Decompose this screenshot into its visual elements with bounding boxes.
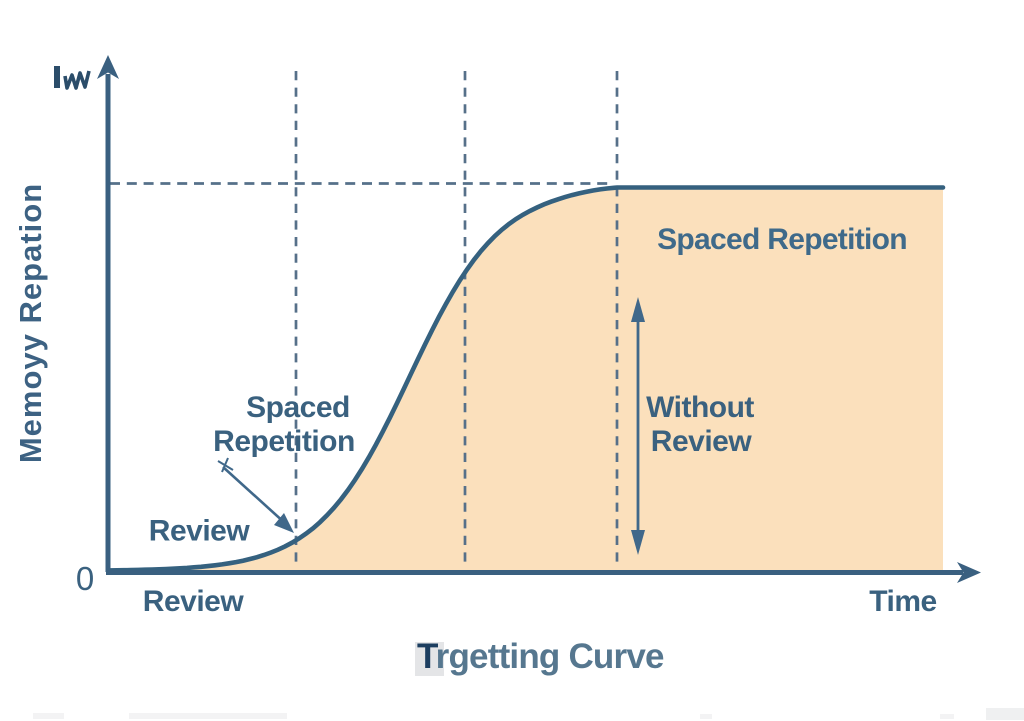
svg-text:Time: Time [869,585,936,618]
svg-text:Repetition: Repetition [213,425,355,458]
svg-text:0: 0 [76,560,94,597]
svg-text:Without: Without [646,391,754,424]
svg-text:Trgetting Curve: Trgetting Curve [417,637,664,676]
svg-text:Spaced: Spaced [246,391,350,424]
svg-text:Review: Review [149,515,251,548]
svg-text:Review: Review [143,585,245,618]
svg-text:Memoyy Repation: Memoyy Repation [13,183,48,463]
svg-text:Review: Review [651,425,753,458]
svg-text:Spaced Repetition: Spaced Repetition [657,223,907,256]
